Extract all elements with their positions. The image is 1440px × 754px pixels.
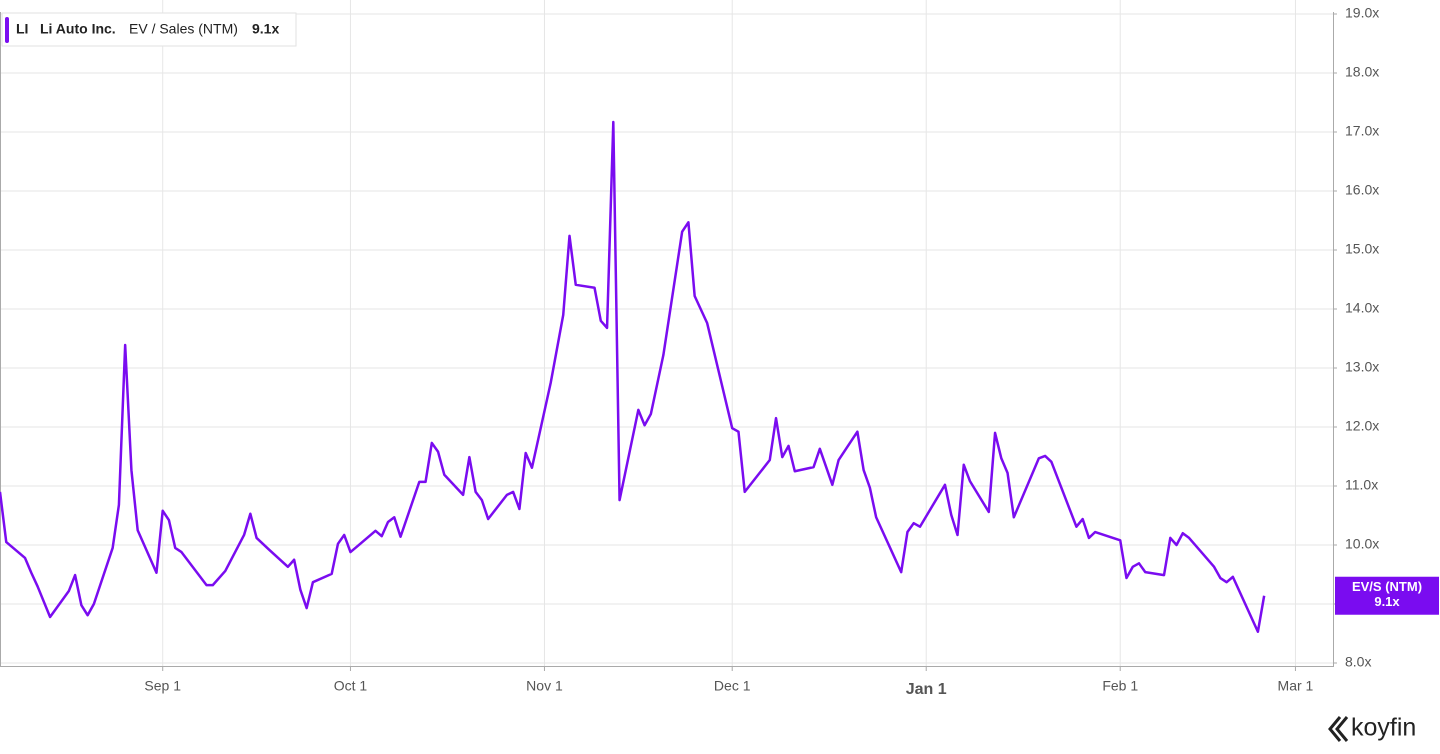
- x-tick-label: Feb 1: [1102, 678, 1138, 694]
- legend-series-name: EV / Sales (NTM): [129, 21, 238, 37]
- legend-ticker: LI: [16, 21, 28, 37]
- last-value-tag: [1335, 576, 1439, 615]
- legend: LI Li Auto Inc. EV / Sales (NTM) 9.1x: [1, 12, 297, 47]
- y-tick-label: 18.0x: [1345, 64, 1379, 80]
- y-tick-label: 10.0x: [1345, 536, 1379, 552]
- legend-last-value: 9.1x: [252, 21, 279, 37]
- y-tick-label: 12.0x: [1345, 418, 1379, 434]
- brand-name: koyfin: [1351, 714, 1416, 742]
- last-value-tag-label: 9.1x: [1374, 594, 1400, 609]
- x-tick-label: Mar 1: [1278, 678, 1314, 694]
- brand-icon: [1328, 716, 1349, 742]
- x-tick-label: Sep 1: [144, 678, 181, 694]
- y-tick-label: 15.0x: [1345, 241, 1379, 257]
- x-tick-label: Jan 1: [906, 681, 947, 698]
- x-tick-label: Dec 1: [714, 678, 751, 694]
- y-tick-label: 13.0x: [1345, 359, 1379, 375]
- line-layer: [0, 120, 1266, 633]
- legend-company: Li Auto Inc.: [40, 21, 116, 37]
- x-tick-label: Oct 1: [334, 678, 368, 694]
- brand-logo: koyfin: [1328, 714, 1416, 742]
- series-line: [0, 120, 1266, 633]
- y-tick-label: 16.0x: [1345, 182, 1379, 198]
- y-tick-label: 19.0x: [1345, 5, 1379, 21]
- y-tick-label: 17.0x: [1345, 123, 1379, 139]
- x-tick-label: Nov 1: [526, 678, 563, 694]
- legend-swatch: [5, 17, 9, 43]
- grid-layer: [0, 0, 1337, 671]
- y-tick-label: 8.0x: [1345, 654, 1371, 670]
- legend-box: [1, 12, 297, 47]
- y-tick-label: 14.0x: [1345, 300, 1379, 316]
- y-tick-label: 11.0x: [1345, 477, 1378, 493]
- last-value-tag-name: EV/S (NTM): [1352, 579, 1422, 594]
